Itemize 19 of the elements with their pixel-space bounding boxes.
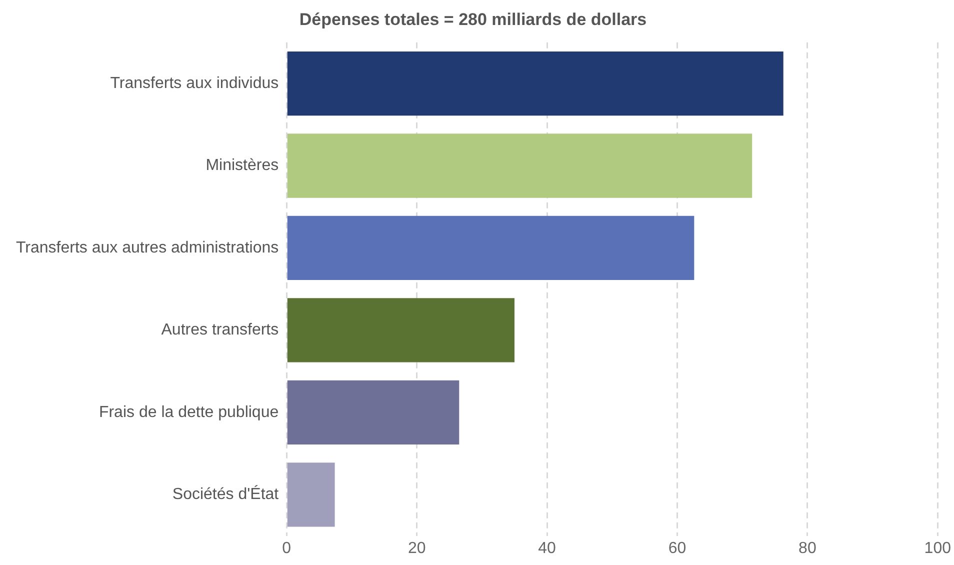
y-tick-label: Transferts aux individus bbox=[110, 74, 279, 92]
x-tick-label: 40 bbox=[538, 540, 556, 557]
y-tick-label: Transferts aux autres administrations bbox=[16, 239, 279, 256]
x-tick-label: 80 bbox=[798, 540, 816, 557]
bar bbox=[287, 298, 514, 362]
bar bbox=[287, 216, 694, 280]
bar bbox=[287, 51, 784, 116]
x-tick-label: 100 bbox=[924, 540, 952, 557]
bar bbox=[287, 134, 752, 198]
y-tick-label: Autres transferts bbox=[161, 322, 279, 339]
x-tick-label: 0 bbox=[282, 540, 292, 557]
x-tick-label: 20 bbox=[408, 540, 426, 557]
y-tick-label: Sociétés d'État bbox=[172, 485, 280, 504]
y-tick-label: Ministères bbox=[206, 157, 279, 174]
bar bbox=[287, 462, 335, 527]
x-tick-label: 60 bbox=[668, 540, 686, 557]
y-tick-label: Frais de la dette publique bbox=[98, 404, 279, 421]
chart-title: Dépenses totales = 280 milliards de dollars bbox=[299, 10, 647, 29]
bar bbox=[287, 380, 460, 445]
